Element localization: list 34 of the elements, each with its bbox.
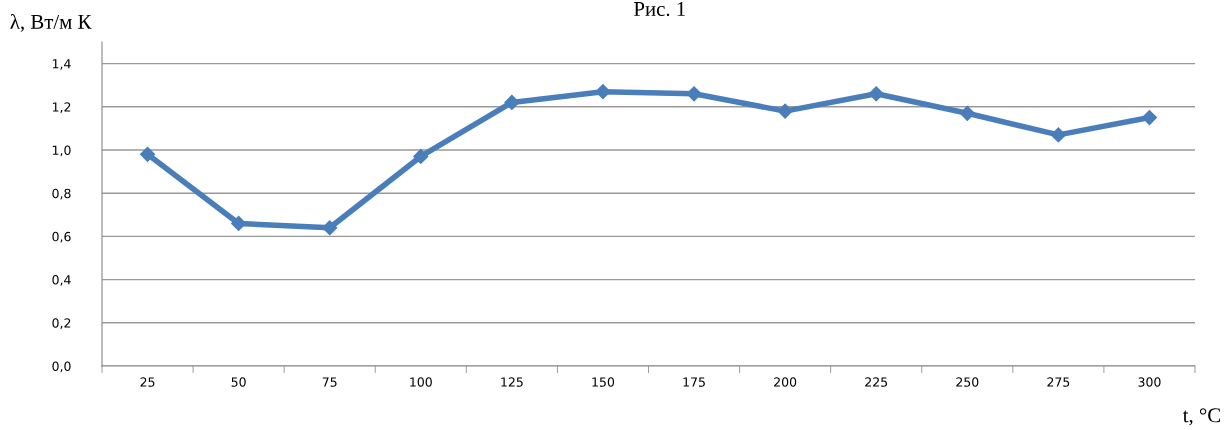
y-tick-label: 1,0 xyxy=(52,145,71,157)
point xyxy=(686,86,702,102)
point xyxy=(959,105,975,121)
point xyxy=(322,220,338,236)
y-tick-label: 0,6 xyxy=(52,231,71,243)
x-axis-title: t, °C xyxy=(1182,408,1220,426)
point xyxy=(777,103,793,119)
x-tick-label: 125 xyxy=(501,377,523,387)
point xyxy=(868,86,884,102)
y-axis-title: λ, Вт/м К xyxy=(10,13,92,32)
x-tick-label: 100 xyxy=(410,377,432,387)
point xyxy=(1141,110,1158,126)
y-tick-label: 0,4 xyxy=(52,275,71,286)
y-tick-label: 1,4 xyxy=(52,59,71,70)
x-tick-label: 25 xyxy=(140,377,155,387)
point xyxy=(595,84,611,100)
point xyxy=(413,148,429,165)
x-tick-label: 275 xyxy=(1047,377,1070,387)
x-tick-label: 150 xyxy=(592,377,615,387)
y-tick-label: 0,8 xyxy=(52,188,71,200)
x-tick-label: 175 xyxy=(683,377,705,387)
x-tick-label: 300 xyxy=(1138,377,1161,387)
x-tick-label: 200 xyxy=(774,377,797,387)
y-tick-label: 0,0 xyxy=(52,361,71,373)
y-tick-label: 0,2 xyxy=(52,318,71,329)
x-tick-label: 225 xyxy=(865,377,888,387)
point xyxy=(139,146,156,162)
x-tick-label: 75 xyxy=(322,377,337,387)
x-tick-label: 250 xyxy=(956,377,979,387)
x-tick-label: 50 xyxy=(231,377,246,387)
point xyxy=(1050,127,1066,143)
chart-title: Рис. 1 xyxy=(634,2,685,17)
point xyxy=(504,94,520,111)
y-tick-label: 1,2 xyxy=(52,102,71,113)
